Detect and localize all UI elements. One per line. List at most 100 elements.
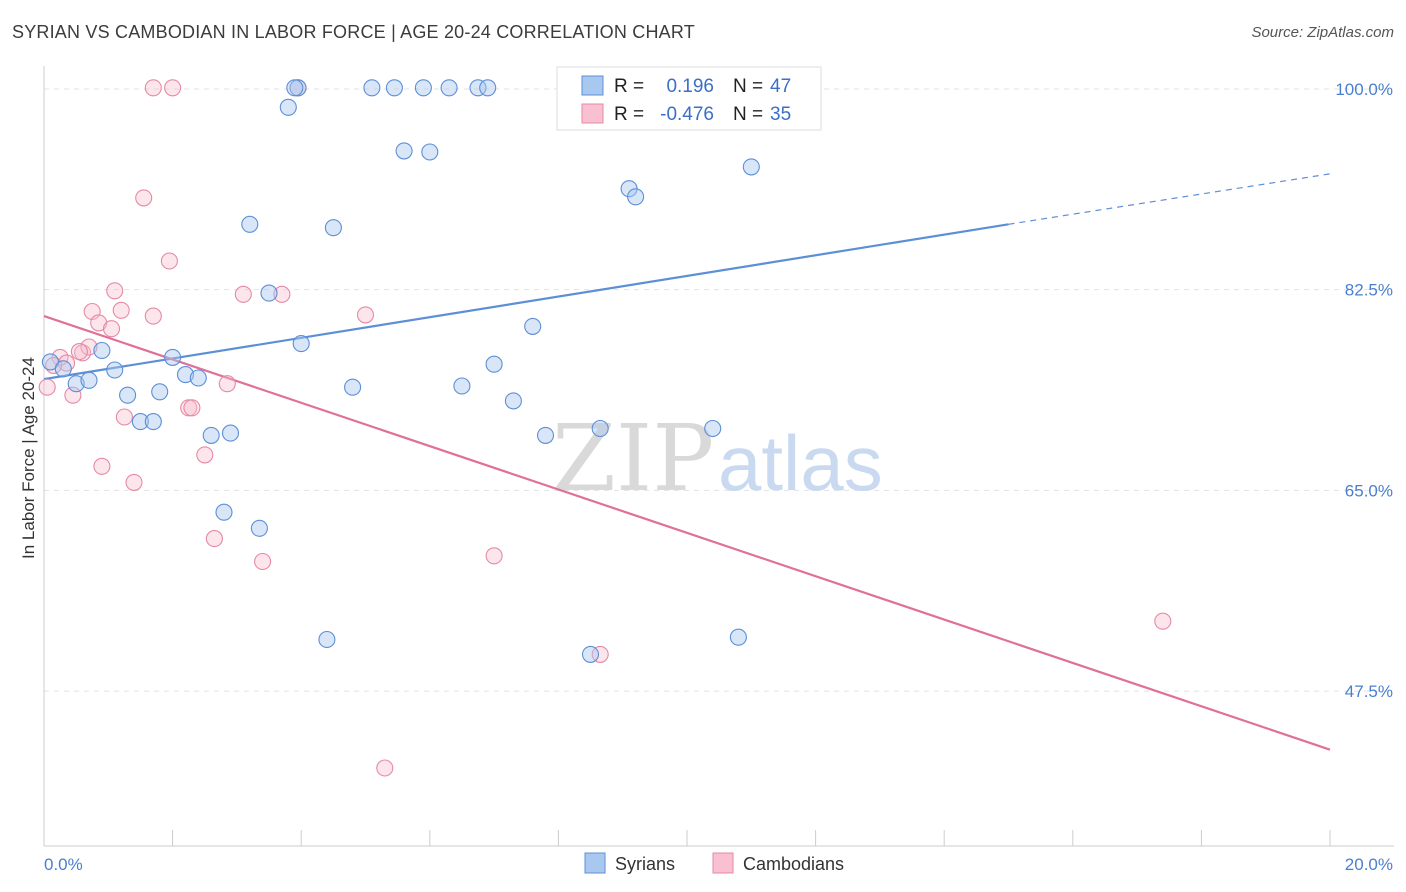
data-points [38,79,1172,777]
point-syrian-46 [286,79,304,97]
x-tick-label-0: 0.0% [44,855,83,874]
point-cambodian-21 [196,446,214,464]
point-cambodian-11 [112,301,130,319]
y-tick-label-1: 82.5% [1345,281,1393,300]
point-syrian-22 [318,630,336,649]
point-cambodian-22 [205,530,223,548]
legend-bottom-swatch-cambodians [712,852,734,874]
legend-bottom: Syrians Cambodians [584,852,844,874]
point-syrian-5 [106,361,124,379]
legend-n-value-cambodians: 35 [770,104,791,125]
point-syrian-38 [591,419,609,438]
point-syrian-35 [524,317,542,335]
legend-n-label-syrians: N = [733,76,763,97]
y-tick-labels: 100.0% 82.5% 65.0% 47.5% [1335,80,1393,701]
point-syrian-45 [479,79,497,97]
chart-title: SYRIAN VS CAMBODIAN IN LABOR FORCE | AGE… [12,22,695,42]
point-syrian-43 [729,628,747,646]
point-syrian-1 [54,360,72,378]
source-label: Source: ZipAtlas.com [1251,24,1394,41]
legend-r-value-syrians: 0.196 [666,76,714,97]
point-cambodian-0 [38,378,56,396]
point-cambodian-12 [115,408,133,426]
point-syrian-8 [144,413,162,431]
legend-r-label-cambodians: R = [614,104,644,125]
point-syrian-28 [414,79,432,97]
legend-bottom-swatch-syrians [584,852,606,874]
point-cambodian-16 [144,79,162,97]
point-syrian-41 [704,419,722,438]
legend-n-label-cambodians: N = [733,104,763,125]
y-tick-label-2: 65.0% [1345,481,1393,500]
trend-line-syrians-extension [1008,173,1331,225]
legend-top: R = 0.196 N = 47 R = -0.476 N = 35 [556,66,822,131]
point-cambodian-9 [102,320,121,338]
point-syrian-17 [250,519,268,537]
point-syrian-3 [80,371,98,389]
point-syrian-36 [536,426,555,444]
x-tick-label-1: 20.0% [1345,855,1393,874]
point-syrian-44 [742,158,760,176]
legend-bottom-label-syrians: Syrians [615,854,675,874]
point-syrian-4 [93,341,111,360]
point-syrian-2 [67,375,85,393]
point-syrian-19 [279,98,297,116]
point-syrian-13 [202,426,220,444]
point-syrian-15 [221,424,240,442]
point-syrian-34 [504,392,522,410]
point-cambodian-31 [591,645,609,663]
point-syrian-7 [131,413,149,431]
point-cambodian-34 [70,343,88,361]
legend-swatch-syrians [581,75,604,96]
point-cambodian-24 [234,285,252,303]
point-cambodian-15 [144,307,162,325]
point-cambodian-10 [106,282,124,300]
axes [43,66,1394,847]
watermark-atlas: atlas [718,419,883,507]
point-cambodian-29 [376,759,394,777]
point-syrian-23 [324,219,342,237]
point-cambodian-8 [93,457,111,475]
point-cambodian-26 [273,285,291,303]
watermark: ZIP atlas [552,405,883,512]
point-syrian-25 [363,79,381,97]
point-syrian-30 [440,79,458,97]
point-syrian-11 [176,366,195,384]
point-cambodian-5 [80,338,98,356]
point-cambodian-17 [160,252,178,270]
point-syrian-12 [189,369,207,387]
legend-r-label-syrians: R = [614,76,644,97]
point-cambodian-20 [183,399,201,417]
legend-n-value-syrians: 47 [770,76,791,97]
legend-bottom-label-cambodians: Cambodians [743,854,844,874]
point-syrian-37 [581,645,600,663]
trend-lines [43,173,1331,751]
point-syrian-10 [164,348,182,366]
point-cambodian-32 [1154,612,1172,630]
point-cambodian-23 [218,375,236,393]
point-cambodian-13 [125,473,143,491]
trend-line-cambodians [43,315,1331,751]
y-tick-label-0: 100.0% [1335,80,1393,99]
point-syrian-40 [627,188,645,206]
point-syrian-27 [395,142,413,160]
point-syrian-29 [421,143,439,161]
legend-r-value-cambodians: -0.476 [660,104,714,125]
point-cambodian-30 [485,547,503,565]
point-syrian-26 [385,79,403,97]
point-syrian-31 [453,377,471,395]
legend-swatch-cambodians [581,103,604,124]
point-cambodian-25 [254,552,272,571]
point-syrian-18 [260,284,278,302]
grid-lines [44,88,1394,692]
y-axis-label: In Labor Force | Age 20-24 [19,357,38,559]
trend-line-syrians [43,223,1009,381]
y-tick-label-3: 47.5% [1345,682,1393,701]
point-syrian-6 [119,386,137,404]
watermark-zip: ZIP [552,405,714,512]
point-cambodian-28 [356,306,375,324]
point-syrian-16 [241,215,259,233]
point-syrian-24 [344,378,362,396]
point-syrian-33 [485,355,503,373]
